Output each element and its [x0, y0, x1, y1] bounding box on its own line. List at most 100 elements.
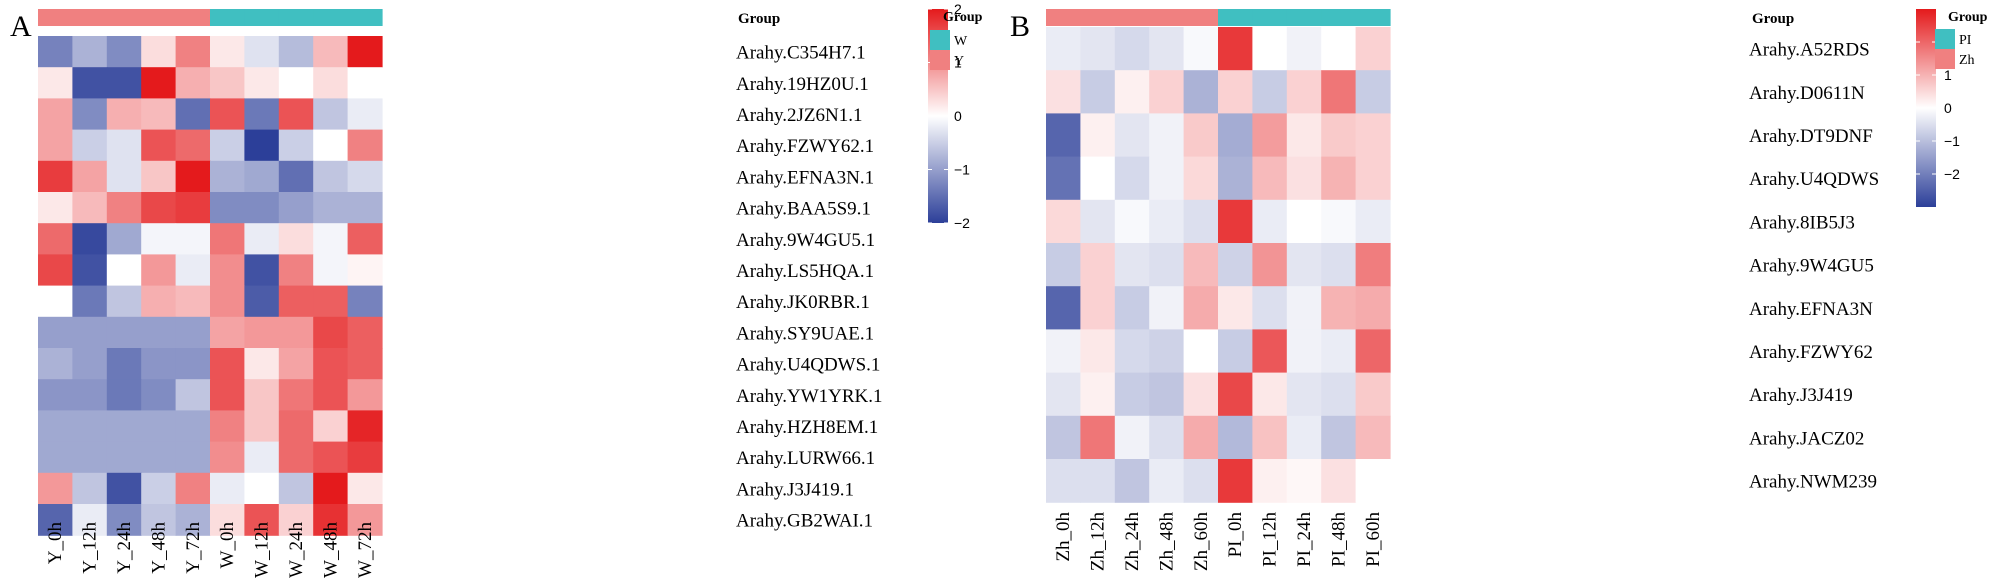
group-annotation-cell: [347, 9, 383, 26]
row-label: Arahy.EFNA3N.1: [736, 167, 874, 188]
heatmap-cell: [1252, 243, 1288, 287]
heatmap-cell: [1080, 243, 1116, 287]
heatmap-cell: [210, 223, 245, 255]
heatmap-cell: [210, 472, 245, 505]
column-label: Zh_48h: [1156, 512, 1177, 572]
column-label: PI_48h: [1328, 512, 1349, 567]
heatmap-cell: [1149, 113, 1185, 158]
heatmap-cell: [106, 316, 142, 349]
heatmap-cell: [1149, 459, 1185, 503]
heatmap-cell: [244, 254, 280, 287]
heatmap-cell: [175, 285, 211, 318]
heatmap-cell: [210, 254, 245, 287]
heatmap-cell: [175, 36, 211, 68]
heatmap-cell: [1218, 415, 1253, 460]
heatmap-cell: [141, 67, 177, 99]
heatmap-cell: [1183, 243, 1219, 287]
column-label: PI_60h: [1363, 512, 1384, 567]
heatmap-cell: [1218, 243, 1253, 287]
heatmap-cell: [141, 192, 177, 224]
heatmap-cell: [175, 223, 211, 255]
heatmap-cell: [175, 441, 211, 474]
heatmap-cell: [244, 223, 280, 255]
heatmap-cell: [1321, 27, 1357, 71]
heatmap-cell: [313, 285, 349, 318]
heatmap-cell: [106, 160, 142, 193]
heatmap-cell: [313, 472, 349, 505]
legend-title: Group: [943, 10, 983, 25]
heatmap-cell: [1114, 459, 1150, 503]
heatmap-cell: [141, 441, 177, 474]
heatmap-cell: [210, 441, 245, 474]
color-scale-bar: [1916, 9, 1936, 207]
heatmap-cell: [1252, 27, 1288, 71]
heatmap-cell: [278, 36, 314, 68]
heatmap-cell: [38, 285, 73, 318]
heatmap-cell: [313, 410, 349, 443]
heatmap-cell: [141, 504, 177, 536]
heatmap-cell: [72, 67, 108, 99]
heatmap-cell: [141, 223, 177, 255]
heatmap-cell: [313, 192, 349, 224]
heatmap-cell: [347, 223, 383, 255]
heatmap-cell: [38, 192, 73, 224]
column-label: Y_0h: [45, 522, 66, 565]
group-annotation-cell: [1080, 9, 1116, 26]
heatmap-cell: [347, 36, 383, 68]
heatmap-cell: [1252, 329, 1288, 374]
heatmap-cell: [1355, 156, 1391, 201]
heatmap-cell: [141, 379, 177, 411]
heatmap-cell: [38, 348, 73, 380]
heatmap-cell: [1286, 70, 1322, 114]
heatmap-cell: [1218, 329, 1253, 374]
heatmap-cell: [106, 223, 142, 255]
heatmap-cell: [72, 98, 108, 131]
heatmap-cell: [106, 285, 142, 318]
group-annotation-cell: [244, 9, 280, 26]
heatmap-cell: [106, 441, 142, 474]
column-label: W_12h: [252, 522, 273, 578]
heatmap-cell: [1321, 372, 1357, 417]
row-label: Arahy.C354H7.1: [736, 43, 866, 64]
heatmap-cell: [1252, 113, 1288, 158]
row-label: Arahy.EFNA3N: [1749, 299, 1873, 320]
heatmap-cell: [106, 67, 142, 99]
column-label: W_24h: [286, 522, 307, 578]
heatmap-cell: [72, 223, 108, 255]
heatmap-cell: [1183, 415, 1219, 460]
group-annotation-cell: [210, 9, 245, 26]
heatmap-cell: [141, 316, 177, 349]
heatmap-cell: [210, 160, 245, 193]
column-label: PI_0h: [1225, 512, 1246, 558]
heatmap-cell: [1252, 415, 1288, 460]
group-annotation-cell: [313, 9, 349, 26]
column-label: W_48h: [320, 522, 341, 578]
heatmap-cell: [1252, 199, 1288, 244]
heatmap-cell: [38, 410, 73, 443]
heatmap-cell: [1252, 156, 1288, 201]
heatmap-cell: [141, 348, 177, 380]
heatmap-cell: [210, 192, 245, 224]
heatmap-cell: [244, 36, 280, 68]
heatmap-cell: [1286, 156, 1322, 201]
heatmap-cell: [1218, 156, 1253, 201]
color-scale-tick-label: 1: [954, 55, 962, 71]
row-label: Arahy.2JZ6N1.1: [736, 105, 862, 126]
heatmap-cell: [38, 67, 73, 99]
heatmap-cell: [1080, 329, 1116, 374]
heatmap-cell: [1046, 70, 1081, 114]
heatmap-cell: [1080, 156, 1116, 201]
heatmap-cell: [1321, 243, 1357, 287]
heatmap-cell: [1046, 372, 1081, 417]
heatmap-cell: [278, 98, 314, 131]
heatmap-cell: [1286, 199, 1322, 244]
group-annotation-cell: [1149, 9, 1185, 26]
heatmap-cell: [1080, 70, 1116, 114]
heatmap-cell: [1321, 286, 1357, 330]
heatmap-cell: [1218, 286, 1253, 330]
heatmap-cell: [1149, 199, 1185, 244]
heatmap-cell: [1355, 27, 1391, 71]
heatmap-cell: [175, 316, 211, 349]
legend-swatch: [930, 50, 950, 70]
heatmap-cell: [278, 223, 314, 255]
